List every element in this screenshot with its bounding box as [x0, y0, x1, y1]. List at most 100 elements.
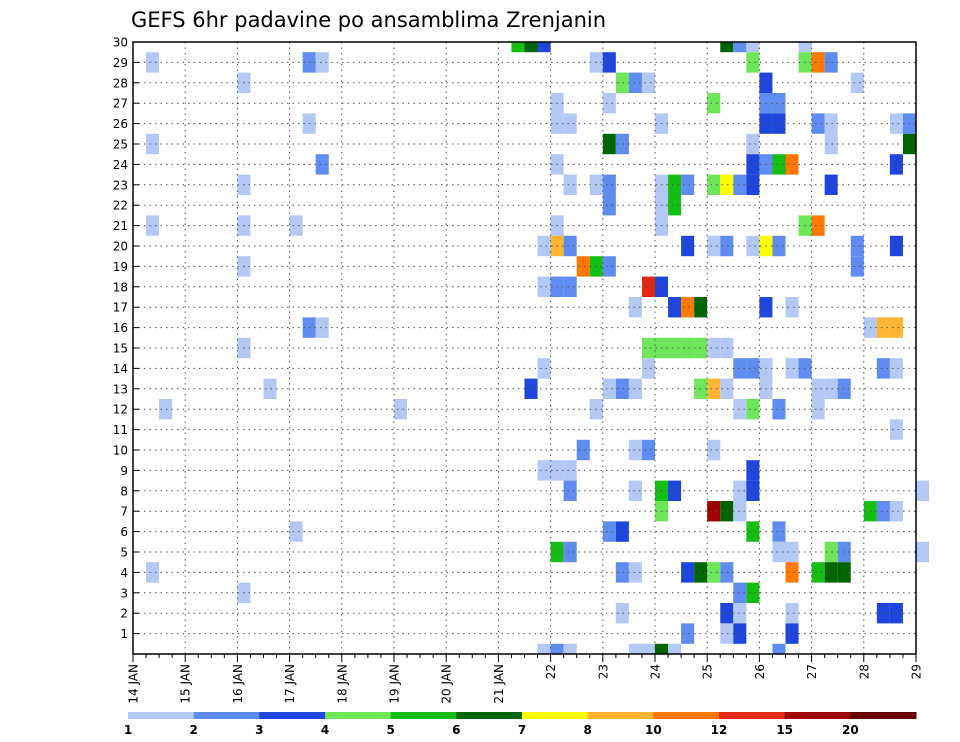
heatmap-cell	[576, 256, 590, 277]
heatmap-cell	[811, 113, 825, 134]
legend-swatch	[719, 712, 786, 719]
heatmap-cell	[524, 378, 538, 399]
heatmap-cell	[785, 297, 799, 318]
heatmap-cell	[889, 603, 903, 624]
heatmap-cell	[707, 93, 721, 114]
heatmap-cell	[615, 133, 629, 155]
heatmap-cell	[837, 562, 851, 583]
legend-swatch	[390, 712, 457, 719]
heatmap-cell	[876, 317, 890, 338]
heatmap-cell	[576, 439, 590, 461]
legend-label: 12	[711, 723, 728, 737]
heatmap-cell	[720, 174, 734, 195]
y-tick-label: 18	[113, 280, 128, 294]
heatmap-cell	[289, 215, 303, 236]
heatmap-cell	[146, 215, 160, 236]
heatmap-cell	[159, 399, 173, 420]
heatmap-cell	[785, 358, 799, 379]
heatmap-cell	[720, 337, 734, 359]
heatmap-cell	[668, 480, 682, 501]
legend-swatch	[128, 712, 195, 719]
heatmap-cell	[889, 358, 903, 379]
heatmap-cell	[746, 174, 760, 195]
legend-swatch	[784, 712, 851, 719]
heatmap-cell	[889, 154, 903, 175]
legend-label: 15	[776, 723, 793, 737]
heatmap-cell	[602, 195, 616, 216]
heatmap-cell	[511, 42, 525, 53]
x-tick-label: 16 JAN	[231, 664, 245, 704]
x-tick-label: 18 JAN	[335, 664, 349, 704]
heatmap-cell	[889, 419, 903, 440]
heatmap-cell	[681, 623, 695, 644]
heatmap-cell	[850, 235, 864, 257]
heatmap-cell	[628, 480, 642, 501]
heatmap-cell	[602, 378, 616, 399]
heatmap-cell	[681, 235, 695, 257]
heatmap-cell	[707, 562, 721, 583]
heatmap-cell	[315, 317, 329, 338]
heatmap-cell	[733, 399, 747, 420]
heatmap-cell	[681, 174, 695, 195]
heatmap-cell	[746, 480, 760, 501]
heatmap-cell	[916, 480, 930, 501]
y-tick-label: 26	[113, 117, 128, 131]
legend-label: 8	[583, 723, 591, 737]
heatmap-cell	[537, 42, 551, 53]
heatmap-cell	[707, 439, 721, 461]
x-tick-label: 24	[649, 664, 663, 679]
y-tick-label: 6	[120, 525, 128, 539]
heatmap-cell	[746, 582, 760, 603]
heatmap-cell	[798, 42, 812, 53]
heatmap-cell	[641, 439, 655, 461]
heatmap-cell	[602, 174, 616, 195]
legend-label: 3	[255, 723, 263, 737]
heatmap-cell	[537, 358, 551, 379]
y-tick-label: 14	[113, 362, 128, 376]
heatmap-cell	[563, 643, 577, 654]
heatmap-cell	[811, 562, 825, 583]
heatmap-cell	[876, 603, 890, 624]
heatmap-cell	[824, 562, 838, 583]
legend-swatch	[587, 712, 654, 719]
heatmap-cell	[720, 501, 734, 522]
heatmap-cell	[602, 93, 616, 114]
heatmap-cell	[315, 154, 329, 175]
heatmap-cell	[824, 378, 838, 399]
heatmap-cell	[746, 521, 760, 542]
heatmap-cell	[668, 337, 682, 359]
x-tick-label: 26	[753, 664, 767, 679]
heatmap-cell	[707, 378, 721, 399]
heatmap-cell	[289, 521, 303, 542]
heatmap-cell	[681, 562, 695, 583]
heatmap-cell	[772, 235, 786, 257]
heatmap-cell	[720, 235, 734, 257]
x-tick-label: 20 JAN	[440, 664, 454, 704]
y-tick-label: 10	[113, 444, 128, 458]
heatmap-cell	[772, 643, 786, 654]
x-tick-label: 14 JAN	[127, 664, 141, 704]
legend-label: 6	[452, 723, 460, 737]
legend-swatch	[259, 712, 326, 719]
x-tick-label: 22	[544, 664, 558, 679]
heatmap-cell	[733, 623, 747, 644]
x-tick-label: 27	[805, 664, 819, 679]
heatmap-cell	[146, 562, 160, 583]
heatmap-cell	[733, 501, 747, 522]
heatmap-cell	[824, 52, 838, 73]
heatmap-cell	[615, 603, 629, 624]
heatmap-cell	[746, 133, 760, 155]
heatmap-cell	[720, 562, 734, 583]
heatmap-cell	[772, 521, 786, 542]
heatmap-cell	[746, 154, 760, 175]
heatmap-cell	[746, 358, 760, 379]
y-tick-label: 21	[113, 219, 128, 233]
y-tick-label: 8	[120, 484, 128, 498]
heatmap-cell	[889, 235, 903, 257]
heatmap-cell	[537, 276, 551, 297]
heatmap-cell	[524, 42, 538, 53]
y-tick-label: 27	[113, 97, 128, 111]
heatmap-cell	[602, 133, 616, 155]
heatmap-cell	[785, 623, 799, 644]
heatmap-cell	[876, 358, 890, 379]
